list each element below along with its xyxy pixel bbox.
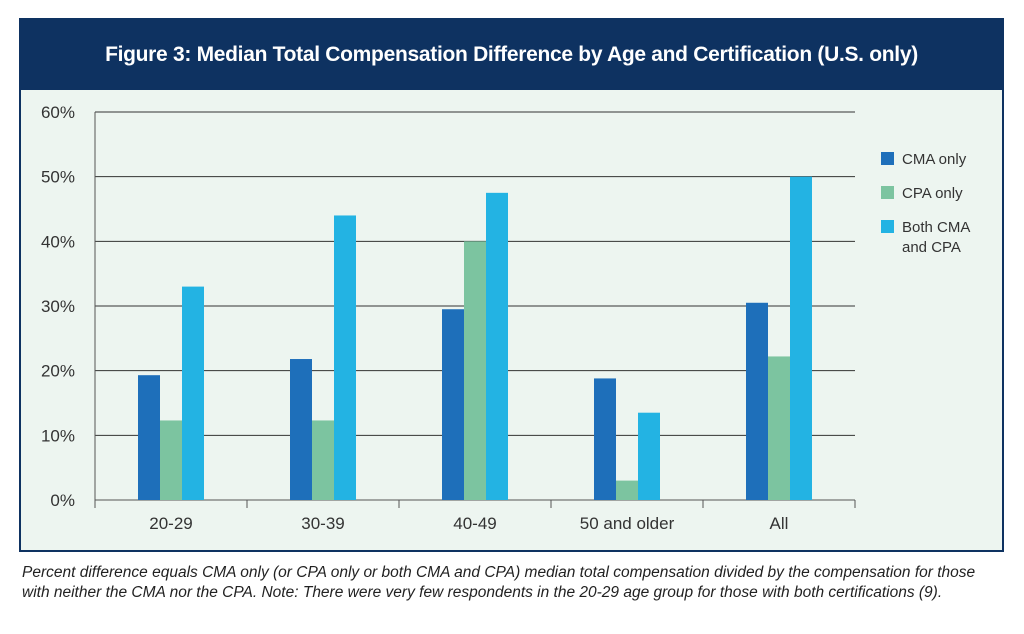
bar: [160, 420, 182, 500]
bar: [594, 378, 616, 500]
y-tick-label: 40%: [41, 232, 75, 251]
y-tick-label: 10%: [41, 426, 75, 445]
bar: [746, 302, 768, 500]
bar: [464, 241, 486, 501]
legend-label: CPA only: [902, 185, 963, 202]
y-tick-label: 60%: [41, 103, 75, 122]
y-tick-label: 20%: [41, 362, 75, 381]
y-tick-label: 30%: [41, 297, 75, 316]
x-tick-label: 30-39: [301, 514, 344, 533]
bar: [138, 375, 160, 500]
bar: [486, 192, 508, 501]
x-tick-label: 50 and older: [580, 514, 675, 533]
bar: [616, 480, 638, 500]
x-tick-label: All: [770, 514, 789, 533]
bar: [312, 420, 334, 500]
legend-label: Both CMA: [902, 219, 970, 236]
bar: [442, 309, 464, 500]
x-tick-label: 20-29: [149, 514, 192, 533]
bar: [768, 356, 790, 500]
bar: [182, 286, 204, 500]
legend-label: CMA only: [902, 151, 967, 168]
y-tick-label: 50%: [41, 168, 75, 187]
figure-caption: Percent difference equals CMA only (or C…: [22, 564, 976, 601]
bar: [290, 359, 312, 500]
x-tick-label: 40-49: [453, 514, 496, 533]
bar: [790, 176, 812, 500]
y-tick-label: 0%: [50, 491, 75, 510]
legend-label: and CPA: [902, 239, 961, 256]
chart-title: Figure 3: Median Total Compensation Diff…: [21, 20, 1002, 90]
legend-swatch: [881, 186, 894, 199]
bar: [334, 215, 356, 500]
bar: [638, 412, 660, 500]
legend-swatch: [881, 220, 894, 233]
legend-swatch: [881, 152, 894, 165]
